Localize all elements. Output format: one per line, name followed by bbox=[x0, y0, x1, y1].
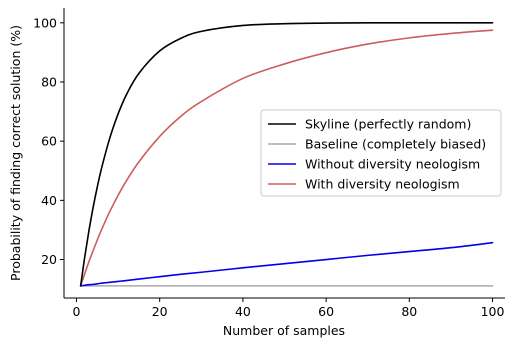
legend-frame bbox=[260, 109, 502, 197]
y-tick-label: 60 bbox=[41, 134, 57, 149]
y-axis-ticks: 20 40 60 80 100 bbox=[33, 15, 64, 267]
legend-label-without-diversity-neologism: Without diversity neologism bbox=[305, 157, 480, 172]
y-axis-label: Probability of finding correct solution … bbox=[8, 25, 23, 281]
x-axis-ticks: 0 20 40 60 80 100 bbox=[73, 298, 505, 319]
legend-label-baseline-completely-biased: Baseline (completely biased) bbox=[305, 137, 486, 152]
series-lines bbox=[79, 21, 494, 287]
series-line-with-diversity-neologism bbox=[79, 29, 494, 287]
y-tick-label: 20 bbox=[41, 252, 57, 267]
y-tick-label: 100 bbox=[33, 15, 57, 30]
x-tick-label: 40 bbox=[235, 304, 251, 319]
series-line-skyline-perfectly-random bbox=[79, 21, 494, 287]
x-tick-label: 80 bbox=[401, 304, 417, 319]
x-axis-label: Number of samples bbox=[223, 323, 345, 338]
x-tick-label: 0 bbox=[73, 304, 81, 319]
series-line-without-diversity-neologism bbox=[79, 241, 494, 287]
x-tick-label: 100 bbox=[481, 304, 505, 319]
y-tick-label: 40 bbox=[41, 193, 57, 208]
x-tick-label: 20 bbox=[152, 304, 168, 319]
y-tick-label: 80 bbox=[41, 74, 57, 89]
legend-label-skyline-perfectly-random: Skyline (perfectly random) bbox=[305, 117, 471, 132]
x-tick-label: 60 bbox=[318, 304, 334, 319]
legend: Skyline (perfectly random) Baseline (comp… bbox=[260, 109, 502, 197]
legend-label-with-diversity-neologism: With diversity neologism bbox=[305, 177, 460, 192]
